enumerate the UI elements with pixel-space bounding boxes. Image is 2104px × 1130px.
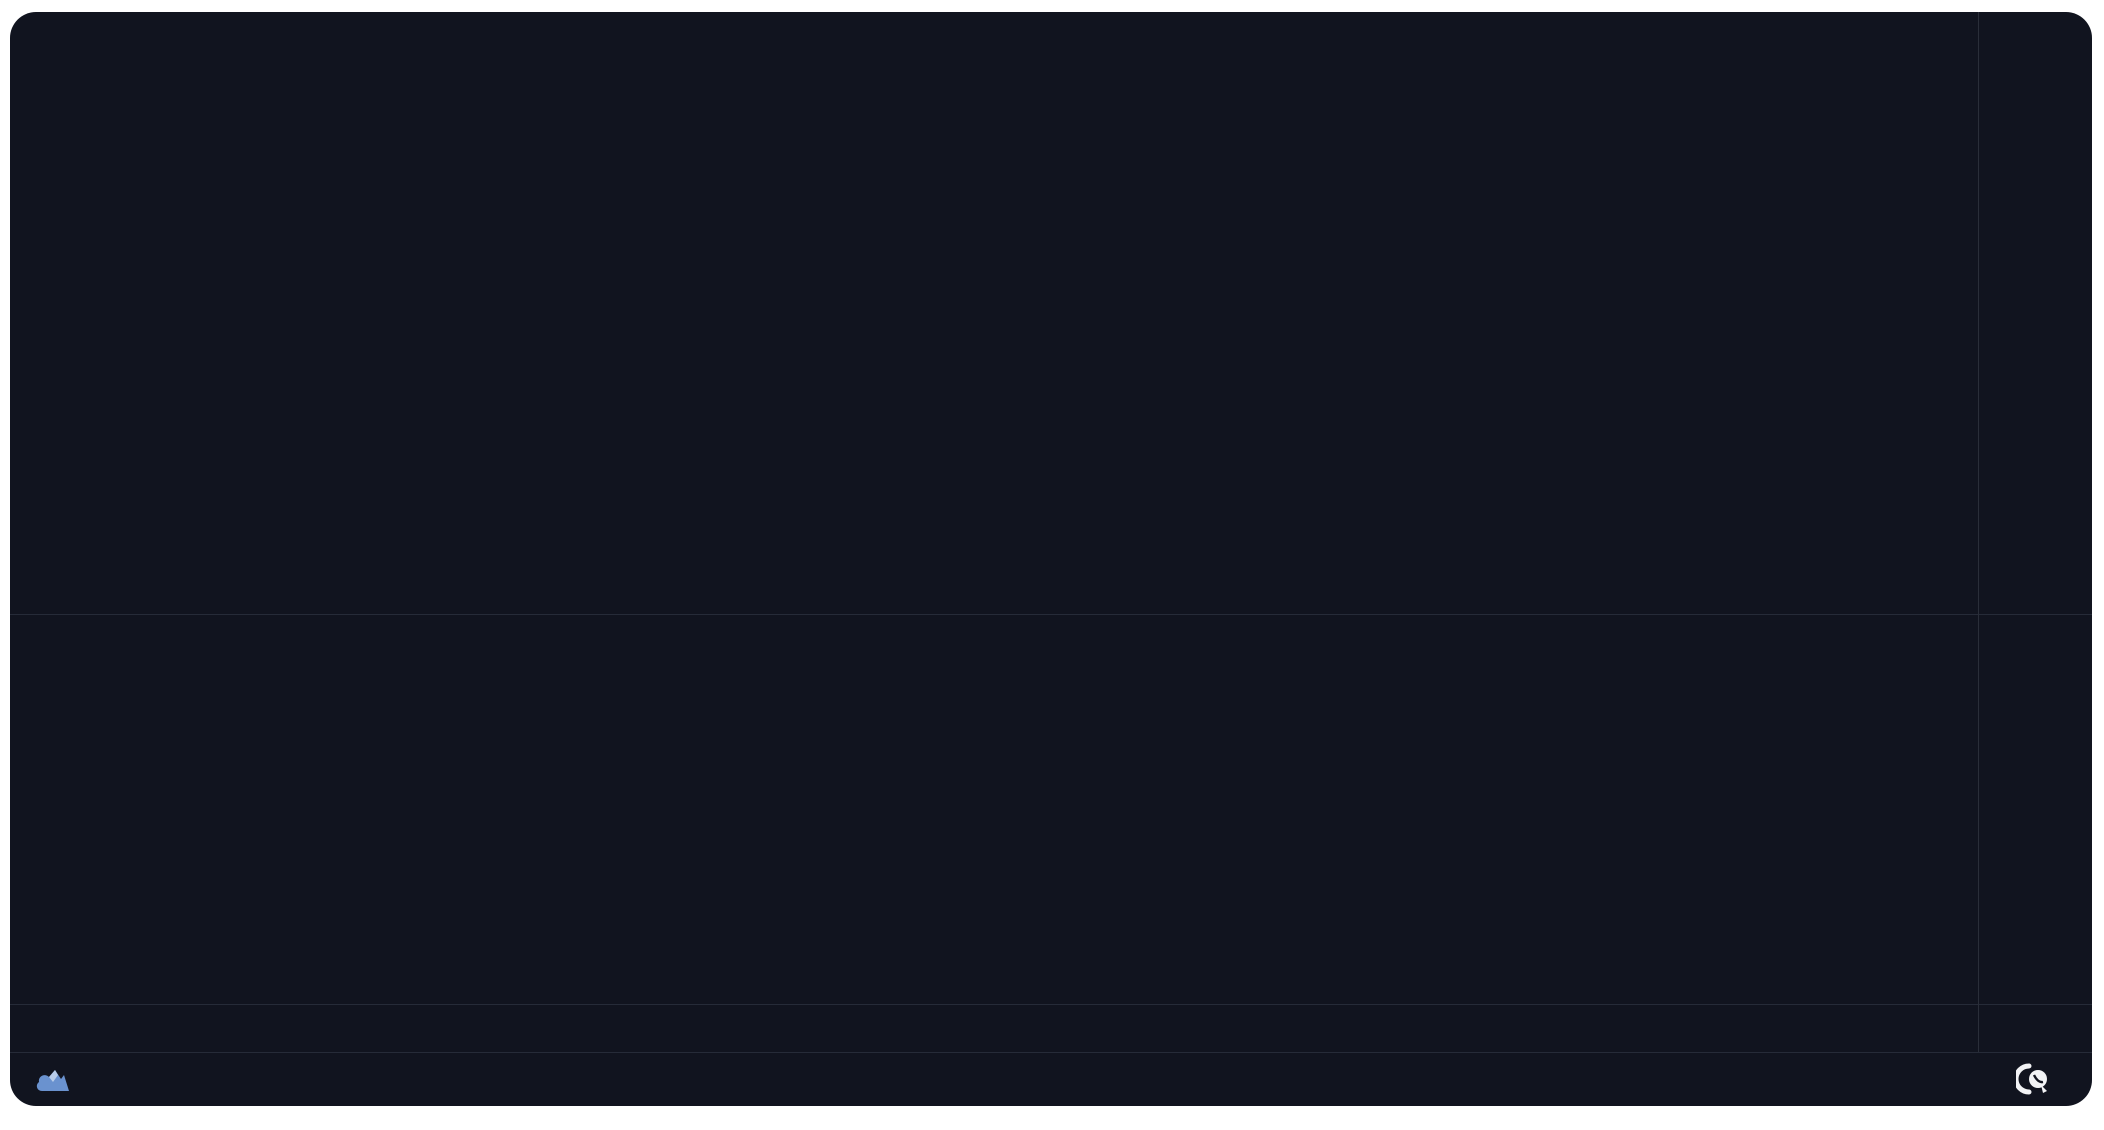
panel-divider (10, 614, 2092, 615)
tradingview-link[interactable] (34, 1065, 80, 1095)
legend-btc-price[interactable] (32, 58, 50, 79)
tradingview-logo-icon (36, 1070, 69, 1091)
legend-realized-price[interactable] (32, 28, 50, 49)
time-axis[interactable] (10, 1004, 1978, 1052)
legend-supply-loss[interactable] (32, 660, 50, 681)
time-axis-divider (10, 1004, 2092, 1005)
supply-panel-chart[interactable] (10, 614, 1978, 1004)
price-axis[interactable] (1978, 12, 2092, 1052)
cryptoquant-watermark (2016, 1062, 2060, 1096)
cryptoquant-logo-icon (2016, 1063, 2047, 1095)
chart-frame (10, 12, 2092, 1106)
legend-supply-profit[interactable] (32, 630, 50, 651)
price-panel-chart[interactable] (10, 12, 1978, 614)
footer-bar (10, 1052, 2092, 1106)
